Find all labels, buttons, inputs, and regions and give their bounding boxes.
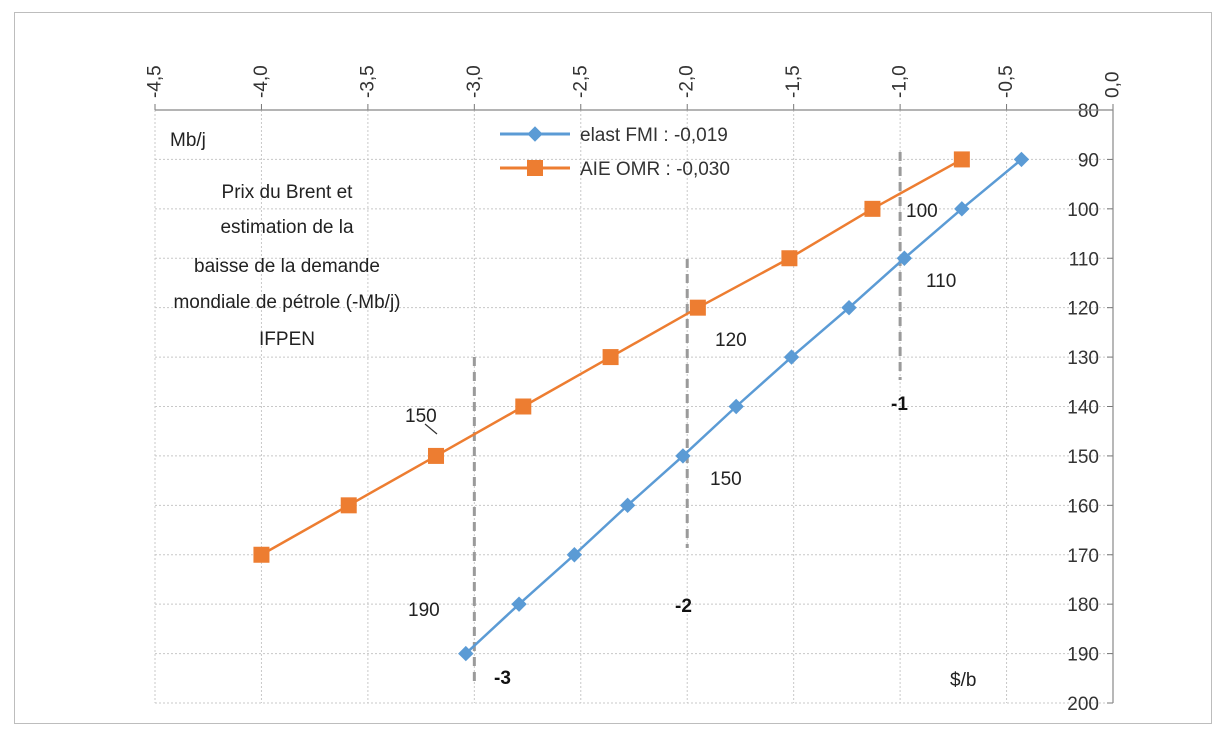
x-tick-label: -0,5 (996, 65, 1017, 98)
data-point-square (527, 160, 543, 176)
data-point-diamond (566, 547, 583, 563)
legend-marker-1 (527, 160, 543, 176)
data-point-diamond (527, 126, 543, 142)
data-point-diamond (896, 250, 913, 266)
data-point-square (689, 299, 706, 316)
x-axis-label: Mb/j (170, 130, 206, 151)
reference-lines (472, 152, 902, 683)
data-point-square (340, 497, 357, 514)
data-point-diamond (675, 448, 691, 464)
y-tick-label: 120 (1067, 299, 1099, 320)
x-tick-label: -2,0 (677, 65, 698, 98)
axes: -4,5 -4,0 -3,5 -3,0 -2,5 -2,0 -1,5 -1,0 -0,5 0,08… (145, 65, 1124, 715)
data-point-diamond (841, 299, 857, 316)
data-point-square (864, 200, 881, 217)
x-tick-label: -2,5 (570, 65, 591, 98)
legend-marker-0 (527, 126, 543, 142)
x-tick-label: -3,0 (464, 65, 485, 98)
chart-title-line-1: Prix du Brent et (222, 182, 354, 203)
chart-text: Mb/j $/b Prix du Brent et estimation de … (170, 130, 976, 691)
data-point-square (602, 349, 619, 366)
x-tick-label: -4,0 (251, 65, 272, 98)
data-point-diamond (511, 596, 527, 612)
data-point-diamond (783, 349, 800, 365)
x-tick-label: 0,0 (1103, 72, 1124, 98)
annotation-label: -1 (891, 394, 908, 415)
y-tick-label: 150 (1067, 447, 1099, 468)
x-tick-label: -4,5 (145, 65, 166, 98)
y-tick-label: 190 (1067, 645, 1099, 666)
x-tick-label: -1,5 (783, 65, 804, 98)
annotation-label: 100 (906, 201, 938, 222)
y-tick-label: 80 (1078, 101, 1099, 122)
x-tick-label: -1,0 (890, 65, 911, 98)
annotation-label: -3 (494, 668, 511, 689)
y-tick-label: 110 (1069, 249, 1099, 270)
annotation-label: 150 (710, 469, 742, 490)
y-tick-label: 90 (1078, 150, 1099, 171)
annotation-label: 150 (405, 406, 437, 427)
data-point-square (781, 250, 798, 267)
annotations: 100 110 120 150 150 190 -1 -2 -3 (405, 201, 956, 689)
data-point-diamond (1013, 151, 1030, 168)
annotation-label: 190 (408, 600, 440, 621)
annotation-pointer (424, 423, 438, 435)
y-tick-label: 130 (1067, 348, 1099, 369)
y-tick-label: 140 (1067, 398, 1099, 419)
data-point-square (428, 447, 445, 464)
chart-title-line-3: baisse de la demande (194, 256, 380, 277)
y-tick-label: 170 (1067, 546, 1099, 567)
data-point-diamond (458, 645, 474, 662)
legend-label-1: AIE OMR : -0,030 (580, 159, 730, 180)
legend-label-0: elast FMI : -0,019 (580, 125, 728, 146)
y-tick-label: 180 (1067, 595, 1099, 616)
series (253, 151, 1030, 662)
y-tick-label: 200 (1067, 694, 1099, 715)
y-tick-label: 100 (1067, 200, 1099, 221)
annotation-label: 110 (926, 271, 956, 292)
data-point-diamond (619, 497, 636, 514)
x-tick-label: -3,5 (357, 65, 378, 98)
chart-title-line-5: IFPEN (259, 329, 315, 350)
data-point-square (253, 546, 270, 563)
y-tick-label: 160 (1067, 496, 1099, 517)
chart-title-line-4: mondiale de pétrole (-Mb/j) (173, 292, 400, 313)
data-point-square (515, 398, 532, 415)
annotation-label: 120 (715, 330, 747, 351)
data-point-square (953, 151, 970, 168)
data-point-diamond (728, 398, 744, 415)
legend: elast FMI : -0,019 AIE OMR : -0,030 (500, 125, 730, 180)
data-point-diamond (954, 201, 970, 217)
chart-title-line-2: estimation de la (220, 217, 354, 238)
chart-frame (14, 12, 1212, 724)
y-axis-label: $/b (950, 670, 976, 691)
annotation-label: -2 (675, 596, 692, 617)
